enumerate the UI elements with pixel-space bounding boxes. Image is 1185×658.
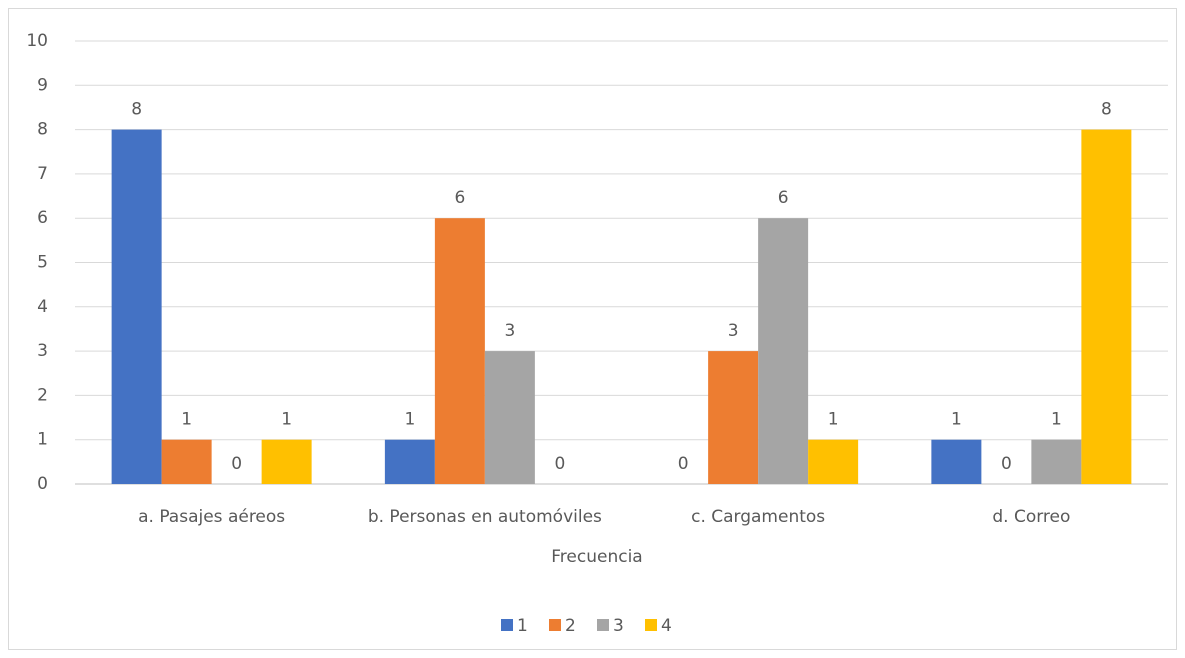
data-label: 1: [828, 410, 839, 430]
legend-swatch: [501, 619, 513, 631]
bar: [161, 439, 212, 484]
bar: [384, 439, 435, 484]
data-label: 1: [951, 410, 962, 430]
y-tick-label: 10: [26, 31, 48, 51]
bar: [484, 351, 535, 484]
y-tick-label: 7: [37, 164, 48, 184]
y-tick-label: 2: [37, 385, 48, 405]
bar: [1031, 439, 1082, 484]
data-label: 0: [231, 454, 242, 474]
data-label: 0: [554, 454, 565, 474]
data-label: 3: [504, 321, 515, 341]
data-label: 8: [1101, 100, 1112, 120]
data-label: 1: [181, 410, 192, 430]
y-tick-label: 1: [37, 430, 48, 450]
data-label: 0: [678, 454, 689, 474]
data-label: 6: [778, 188, 789, 208]
y-tick-label: 9: [37, 75, 48, 95]
bar: [1081, 129, 1132, 484]
chart-frame: [8, 8, 1177, 650]
y-tick-label: 6: [37, 208, 48, 228]
y-tick-label: 4: [37, 297, 48, 317]
x-tick-label: d. Correo: [992, 507, 1070, 527]
data-label: 0: [1001, 454, 1012, 474]
bar: [708, 351, 759, 484]
data-label: 1: [1051, 410, 1062, 430]
legend-swatch: [645, 619, 657, 631]
legend-label: 1: [517, 616, 528, 636]
bar: [931, 439, 982, 484]
bar: [434, 218, 485, 484]
legend-label: 2: [565, 616, 576, 636]
legend-label: 4: [661, 616, 672, 636]
data-label: 3: [728, 321, 739, 341]
y-tick-label: 8: [37, 120, 48, 140]
legend-swatch: [549, 619, 561, 631]
bar: [261, 439, 312, 484]
legend-label: 3: [613, 616, 624, 636]
y-tick-label: 3: [37, 341, 48, 361]
data-label: 1: [404, 410, 415, 430]
x-tick-label: b. Personas en automóviles: [368, 507, 602, 527]
y-tick-label: 5: [37, 253, 48, 273]
bar: [758, 218, 809, 484]
bar: [808, 439, 859, 484]
x-axis-title: Frecuencia: [551, 547, 642, 567]
bar: [111, 129, 162, 484]
y-tick-label: 0: [37, 474, 48, 494]
data-label: 1: [281, 410, 292, 430]
legend-swatch: [597, 619, 609, 631]
x-tick-label: a. Pasajes aéreos: [138, 507, 285, 527]
data-label: 6: [454, 188, 465, 208]
x-tick-label: c. Cargamentos: [691, 507, 825, 527]
data-label: 8: [131, 100, 142, 120]
